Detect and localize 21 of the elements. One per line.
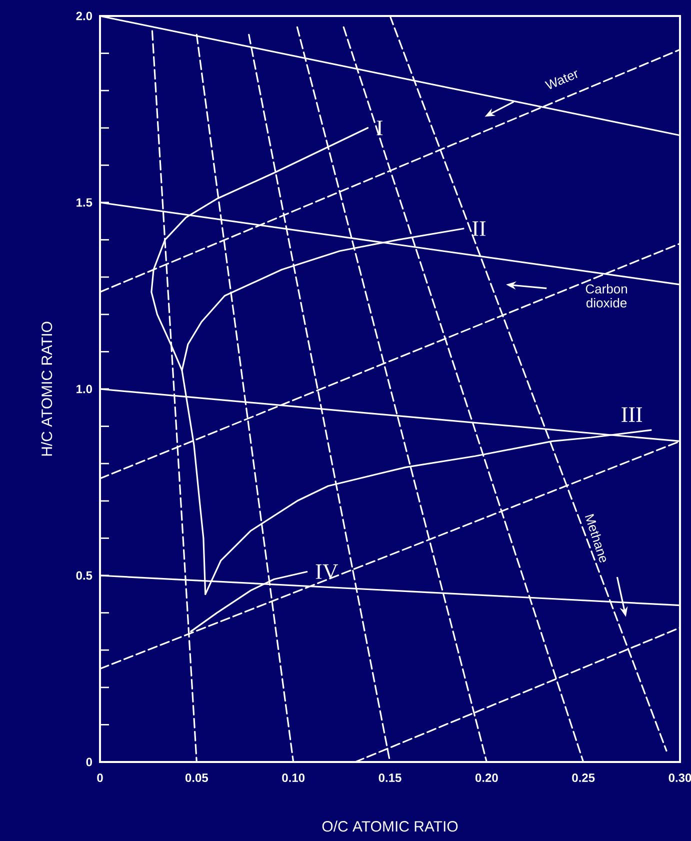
annotation: Water — [544, 70, 578, 90]
annotation: Carbon dioxide — [586, 284, 628, 308]
y-tick-label: 2.0 — [76, 12, 92, 20]
series-label: III — [622, 407, 642, 422]
y-tick-label: 0.5 — [76, 571, 92, 580]
x-tick-label: 0.20 — [475, 774, 498, 782]
series-label: I — [376, 120, 383, 136]
x-axis-title: O/C ATOMIC RATIO — [322, 820, 458, 832]
x-tick-label: 0.05 — [185, 774, 208, 782]
x-tick-label: 0.10 — [282, 774, 305, 782]
x-tick-label: 0.30 — [668, 774, 691, 782]
y-tick-label: 1.5 — [76, 198, 92, 207]
x-tick-label: 0 — [97, 774, 103, 782]
x-tick-label: 0.25 — [572, 774, 595, 782]
series-label: II — [472, 221, 486, 236]
annotation: Methane — [584, 514, 606, 562]
y-tick-label: 1.0 — [76, 384, 92, 394]
y-axis-title: H/C ATOMIC RATIO — [41, 322, 52, 456]
series-label: IV — [316, 564, 338, 580]
x-tick-label: 0.15 — [378, 774, 402, 782]
y-tick-label: 0 — [86, 758, 92, 766]
